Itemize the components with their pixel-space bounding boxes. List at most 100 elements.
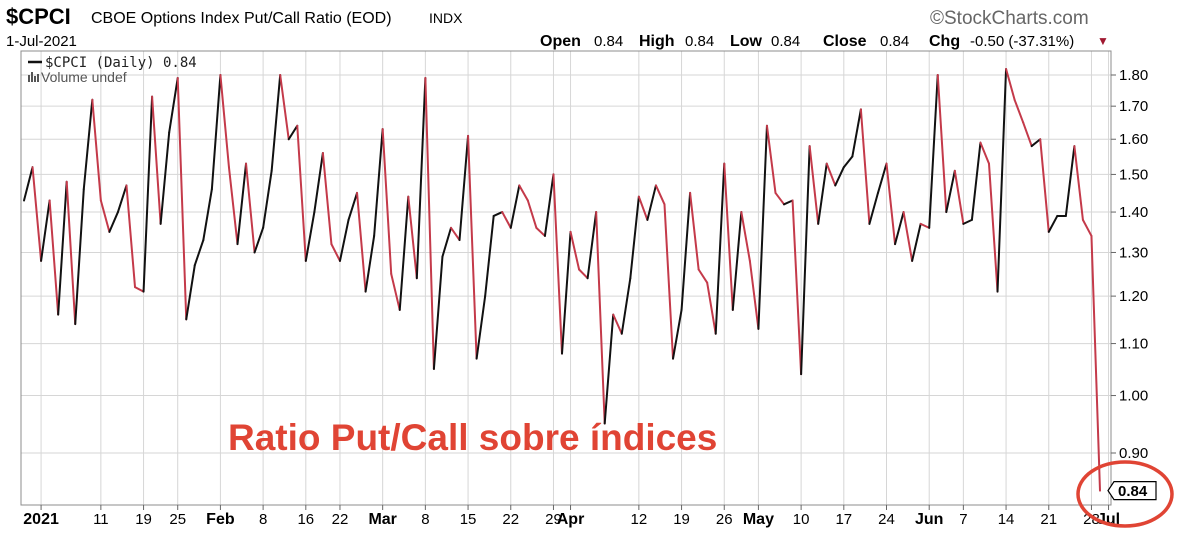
series-segment-up bbox=[834, 166, 845, 187]
series-segment-down bbox=[859, 108, 871, 225]
series-segment-down bbox=[723, 162, 734, 311]
series-segment-down bbox=[1039, 138, 1050, 233]
legend-series-label: $CPCI (Daily) 0.84 bbox=[45, 55, 197, 71]
series-segment-up bbox=[116, 184, 128, 214]
last-value-tag-text: 0.84 bbox=[1118, 483, 1148, 500]
y-tick-label: 1.70 bbox=[1119, 98, 1148, 115]
series-segment-down bbox=[176, 77, 188, 321]
series-segment-up bbox=[373, 128, 384, 237]
y-tick-label: 1.50 bbox=[1119, 166, 1148, 183]
series-segment-up bbox=[168, 77, 179, 134]
x-tick-label: 8 bbox=[259, 511, 267, 528]
series-segment-down bbox=[748, 259, 760, 330]
series-segment-down bbox=[407, 195, 418, 280]
series-segment-up bbox=[928, 74, 939, 229]
series-segment-down bbox=[808, 145, 820, 225]
series-segment-down bbox=[125, 184, 137, 289]
chg-value: -0.50 (-37.31%) bbox=[970, 33, 1074, 50]
series-segment-down bbox=[1073, 145, 1084, 221]
series-segment-up bbox=[313, 152, 324, 214]
series-segment-up bbox=[338, 218, 350, 262]
date-label: 1-Jul-2021 bbox=[6, 33, 77, 50]
series-segment-down bbox=[424, 77, 435, 370]
series-segment-up bbox=[962, 218, 973, 225]
x-tick-label: 11 bbox=[93, 511, 109, 528]
series-segment-up bbox=[876, 162, 888, 194]
series-segment-up bbox=[894, 211, 905, 246]
series-segment-up bbox=[475, 295, 487, 360]
series-segment-down bbox=[296, 124, 307, 262]
x-tick-label: 17 bbox=[835, 511, 852, 528]
high-value: 0.84 bbox=[685, 33, 714, 50]
x-tick-label: Jun bbox=[915, 511, 943, 528]
series-segment-down bbox=[227, 166, 239, 246]
low-label: Low bbox=[730, 33, 763, 50]
series-segment-down bbox=[91, 98, 102, 202]
series-segment-down bbox=[279, 74, 290, 141]
series-segment-down bbox=[518, 184, 529, 202]
series-segment-up bbox=[603, 313, 615, 425]
series-segment-up bbox=[364, 234, 376, 293]
series-segment-up bbox=[586, 211, 598, 280]
series-segment-down bbox=[774, 191, 786, 206]
series-segment-down bbox=[552, 173, 563, 355]
series-segment-up bbox=[783, 199, 794, 206]
x-tick-label: Feb bbox=[206, 511, 235, 528]
series-segment-up bbox=[757, 124, 768, 330]
series-segment-up bbox=[193, 239, 205, 267]
series-segment-down bbox=[595, 211, 606, 425]
series-segment-down bbox=[99, 199, 111, 233]
x-tick-label: 29 bbox=[545, 511, 562, 528]
x-tick-label: 24 bbox=[878, 511, 895, 528]
series-segment-up bbox=[629, 195, 640, 280]
legend-volume-label: Volume undef bbox=[41, 69, 127, 85]
x-tick-label: Apr bbox=[557, 511, 585, 528]
x-tick-label: 19 bbox=[673, 511, 690, 528]
close-value: 0.84 bbox=[880, 33, 909, 50]
x-tick-label: 21 bbox=[1040, 511, 1057, 528]
series-segment-down bbox=[791, 199, 803, 376]
y-tick-label: 1.10 bbox=[1119, 336, 1148, 353]
series-segment-down bbox=[390, 272, 401, 311]
x-tick-label: 7 bbox=[959, 511, 967, 528]
x-tick-label: May bbox=[743, 511, 774, 528]
series-segment-up bbox=[287, 124, 299, 141]
series-segment-up bbox=[945, 169, 956, 214]
series-segment-down bbox=[467, 134, 478, 360]
series-segment-down bbox=[902, 211, 914, 262]
y-tick-label: 1.30 bbox=[1119, 244, 1148, 261]
series-segment-down bbox=[151, 95, 162, 225]
series-segment-up bbox=[561, 230, 572, 355]
x-tick-label: 25 bbox=[169, 511, 186, 528]
series-segment-down bbox=[449, 226, 461, 242]
x-tick-label: 15 bbox=[460, 511, 477, 528]
last-value-tag-box bbox=[1107, 481, 1157, 501]
series-segment-up bbox=[731, 211, 743, 311]
series-segment-down bbox=[535, 226, 546, 237]
series-segment-up bbox=[23, 166, 34, 202]
close-label: Close bbox=[823, 33, 867, 50]
chg-label: Chg bbox=[929, 33, 960, 50]
series-segment-up bbox=[714, 162, 726, 335]
series-segment-up bbox=[159, 131, 171, 225]
highlight-circle bbox=[1076, 460, 1174, 528]
series-segment-down bbox=[578, 268, 589, 280]
series-segment-up bbox=[270, 74, 282, 172]
series-segment-down bbox=[245, 162, 256, 254]
series-segment-down bbox=[689, 191, 700, 271]
series-segment-up bbox=[74, 188, 85, 326]
series-segment-down bbox=[31, 166, 43, 262]
series-segment-down bbox=[501, 211, 512, 229]
y-tick-label: 1.60 bbox=[1119, 131, 1148, 148]
series-segment-down bbox=[134, 286, 145, 293]
series-segment-down bbox=[1090, 234, 1101, 492]
x-tick-label: 10 bbox=[793, 511, 810, 528]
series-segment-down bbox=[65, 180, 77, 326]
series-segment-up bbox=[509, 184, 521, 229]
last-value-tag: 0.84 bbox=[1107, 481, 1157, 501]
series-segment-up bbox=[40, 199, 51, 262]
series-segment-up bbox=[620, 277, 632, 335]
x-tick-label: 19 bbox=[135, 511, 152, 528]
